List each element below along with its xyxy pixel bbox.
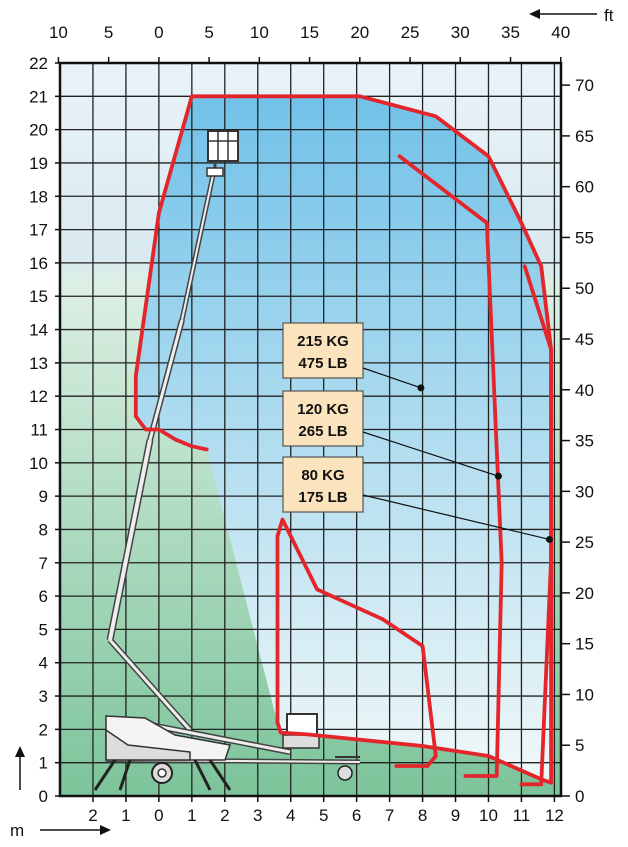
aerial-platform-drawing bbox=[93, 130, 361, 791]
tick-label-bottom: 11 bbox=[513, 806, 531, 825]
tick-label-top: 5 bbox=[204, 23, 213, 42]
label-box-80kg: 80 KG 175 LB bbox=[282, 456, 364, 513]
tick-label-top: 15 bbox=[300, 23, 319, 42]
tick-label-left: 9 bbox=[39, 487, 48, 506]
tick-label-bottom: 5 bbox=[319, 806, 328, 825]
curve-outer-envelope bbox=[133, 94, 553, 785]
tick-label-right: 30 bbox=[575, 482, 594, 501]
tick-label-right: 65 bbox=[575, 127, 594, 146]
label-120kg: 120 KG bbox=[297, 401, 349, 418]
load-curves bbox=[133, 94, 553, 787]
tick-label-right: 25 bbox=[575, 533, 594, 552]
curve-215kg bbox=[275, 517, 438, 768]
tick-label-left: 8 bbox=[39, 520, 48, 539]
leader-dot bbox=[494, 472, 502, 480]
tick-label-top: 5 bbox=[104, 23, 113, 42]
tick-label-bottom: 4 bbox=[286, 806, 295, 825]
tick-label-bottom: 6 bbox=[352, 806, 361, 825]
label-265lb: 265 LB bbox=[298, 423, 347, 440]
tick-label-left: 22 bbox=[29, 54, 48, 73]
unit-m-label: m bbox=[10, 821, 24, 840]
tick-label-top: 35 bbox=[501, 23, 520, 42]
tick-label-left: 10 bbox=[29, 454, 48, 473]
tick-label-left: 4 bbox=[39, 654, 48, 673]
unit-arrows bbox=[15, 9, 597, 835]
tick-label-bottom: 12 bbox=[545, 806, 564, 825]
tick-label-right: 40 bbox=[575, 381, 594, 400]
tick-label-bottom: 1 bbox=[121, 806, 130, 825]
tick-label-left: 0 bbox=[39, 787, 48, 806]
tick-label-bottom: 1 bbox=[187, 806, 196, 825]
tick-label-top: 40 bbox=[551, 23, 570, 42]
tick-label-left: 1 bbox=[39, 754, 48, 773]
label-80kg: 80 KG bbox=[301, 467, 344, 484]
tick-label-left: 18 bbox=[29, 187, 48, 206]
tick-label-right: 55 bbox=[575, 228, 594, 247]
tick-label-left: 19 bbox=[29, 154, 48, 173]
tick-label-right: 10 bbox=[575, 685, 594, 704]
tick-label-left: 2 bbox=[39, 720, 48, 739]
tick-label-right: 20 bbox=[575, 584, 594, 603]
tick-label-left: 12 bbox=[29, 387, 48, 406]
tick-label-right: 5 bbox=[575, 736, 584, 755]
label-box-215kg: 215 KG 475 LB bbox=[282, 322, 364, 379]
tick-label-right: 35 bbox=[575, 432, 594, 451]
leader-line bbox=[362, 367, 422, 389]
tick-label-bottom: 0 bbox=[154, 806, 163, 825]
tick-label-right: 0 bbox=[575, 787, 584, 806]
tick-label-bottom: 3 bbox=[253, 806, 262, 825]
tick-label-left: 15 bbox=[29, 287, 48, 306]
leader-dot bbox=[545, 535, 553, 543]
label-175lb: 175 LB bbox=[298, 489, 347, 506]
tick-label-left: 6 bbox=[39, 587, 48, 606]
label-215kg: 215 KG bbox=[297, 333, 349, 350]
leader-line bbox=[362, 431, 499, 477]
tick-label-top: 10 bbox=[49, 23, 68, 42]
tick-label-left: 20 bbox=[29, 121, 48, 140]
tick-label-bottom: 2 bbox=[88, 806, 97, 825]
tick-label-right: 60 bbox=[575, 178, 594, 197]
tick-label-right: 70 bbox=[575, 76, 594, 95]
tick-label-left: 21 bbox=[29, 87, 48, 106]
tick-label-right: 50 bbox=[575, 279, 594, 298]
tick-label-top: 10 bbox=[250, 23, 269, 42]
tick-label-bottom: 10 bbox=[479, 806, 498, 825]
tick-label-left: 17 bbox=[29, 221, 48, 240]
tick-label-top: 25 bbox=[401, 23, 420, 42]
tick-label-bottom: 8 bbox=[418, 806, 427, 825]
leader-dot bbox=[417, 384, 425, 392]
axis-ticks: 2 1 0 1 2 3 4 5 6 7 8 9 10 11 120123456789101112131415… bbox=[29, 23, 594, 825]
tick-label-left: 13 bbox=[29, 354, 48, 373]
label-475lb: 475 LB bbox=[298, 355, 347, 372]
tick-label-right: 15 bbox=[575, 635, 594, 654]
tick-label-left: 11 bbox=[30, 421, 48, 440]
tick-label-bottom: 7 bbox=[385, 806, 394, 825]
tick-label-left: 7 bbox=[39, 554, 48, 573]
tick-label-right: 45 bbox=[575, 330, 594, 349]
tick-label-top: 30 bbox=[451, 23, 470, 42]
tick-label-left: 5 bbox=[39, 620, 48, 639]
tick-label-bottom: 9 bbox=[451, 806, 460, 825]
tick-label-left: 16 bbox=[29, 254, 48, 273]
tick-label-left: 3 bbox=[39, 687, 48, 706]
leader-line bbox=[362, 494, 550, 541]
leader-lines bbox=[362, 367, 553, 543]
tick-label-top: 0 bbox=[154, 23, 163, 42]
tick-label-bottom: 2 bbox=[220, 806, 229, 825]
curve-120kg bbox=[397, 154, 504, 778]
tick-label-left: 14 bbox=[29, 321, 48, 340]
unit-ft-label: ft bbox=[604, 6, 614, 25]
label-box-120kg: 120 KG 265 LB bbox=[282, 390, 364, 447]
tick-label-top: 20 bbox=[350, 23, 369, 42]
